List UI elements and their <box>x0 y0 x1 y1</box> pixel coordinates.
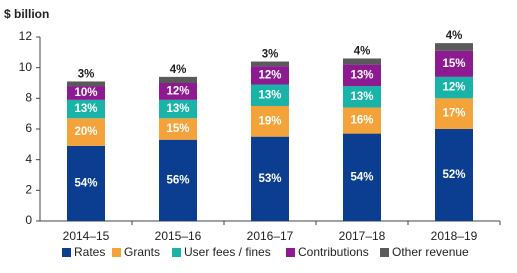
bar-segment <box>251 106 289 137</box>
seg-label: 54% <box>350 171 373 183</box>
x-tick-label: 2015–16 <box>155 229 202 243</box>
seg-label: 12% <box>166 85 189 97</box>
bar-segment <box>343 107 381 134</box>
y-tick-label: 0 <box>25 213 32 227</box>
seg-label: 4% <box>354 45 371 57</box>
seg-label: 3% <box>78 68 95 80</box>
legend-swatch <box>62 248 71 257</box>
bar-segment <box>251 66 289 85</box>
seg-label: 19% <box>258 115 281 127</box>
legend-label: Other revenue <box>392 245 469 259</box>
y-tick-label: 4 <box>25 152 32 166</box>
x-tick-label: 2017–18 <box>339 229 386 243</box>
bar-segment <box>159 139 197 221</box>
legend-swatch <box>380 248 389 257</box>
legend-label: Contributions <box>298 245 369 259</box>
bar-segment <box>67 86 105 100</box>
seg-label: 15% <box>442 58 465 70</box>
bar-segment <box>435 76 473 99</box>
seg-label: 12% <box>442 82 465 94</box>
seg-label: 53% <box>258 173 281 185</box>
bar-segment <box>159 118 197 140</box>
bar-segment <box>343 86 381 108</box>
legend-label: User fees / fines <box>184 245 271 259</box>
bar-segment <box>435 98 473 129</box>
bar-segment <box>159 83 197 100</box>
y-tick-label: 12 <box>19 29 33 43</box>
bar-segment <box>251 61 289 67</box>
bar-segment <box>343 58 381 65</box>
y-tick-label: 10 <box>19 60 33 74</box>
y-tick-label: 8 <box>25 91 32 105</box>
seg-label: 56% <box>166 174 189 186</box>
legend-swatch <box>286 248 295 257</box>
seg-label: 20% <box>74 126 97 138</box>
seg-label: 54% <box>74 177 97 189</box>
bar-segment <box>435 43 473 51</box>
seg-label: 52% <box>442 169 465 181</box>
bar-segment <box>67 118 105 146</box>
seg-label: 16% <box>350 115 373 127</box>
bar-segment <box>435 50 473 77</box>
seg-label: 13% <box>258 89 281 101</box>
legend-label: Grants <box>124 245 160 259</box>
seg-label: 12% <box>258 69 281 81</box>
bar-segment <box>251 136 289 221</box>
seg-label: 3% <box>262 49 279 61</box>
legend-swatch <box>112 248 121 257</box>
seg-label: 13% <box>74 103 97 115</box>
bar-segment <box>343 64 381 87</box>
seg-label: 13% <box>350 91 373 103</box>
y-tick-label: 6 <box>25 121 32 135</box>
bar-segment <box>251 84 289 106</box>
y-axis-label: $ billion <box>4 7 49 21</box>
bar-segment <box>67 145 105 221</box>
seg-label: 4% <box>446 30 463 42</box>
seg-label: 13% <box>166 103 189 115</box>
y-tick-label: 2 <box>25 183 32 197</box>
x-tick-label: 2018–19 <box>431 229 478 243</box>
seg-label: 13% <box>350 69 373 81</box>
bar-segment <box>343 133 381 221</box>
seg-label: 17% <box>442 108 465 120</box>
seg-label: 4% <box>170 64 187 76</box>
x-tick-label: 2016–17 <box>247 229 294 243</box>
seg-label: 15% <box>166 123 189 135</box>
bar-segment <box>159 99 197 119</box>
bar-segment <box>67 81 105 87</box>
legend-label: Rates <box>74 245 105 259</box>
bar-segment <box>435 129 473 221</box>
bar-segment <box>159 76 197 83</box>
bar-segment <box>67 99 105 119</box>
legend-swatch <box>172 248 181 257</box>
seg-label: 10% <box>74 87 97 99</box>
x-tick-label: 2014–15 <box>63 229 110 243</box>
